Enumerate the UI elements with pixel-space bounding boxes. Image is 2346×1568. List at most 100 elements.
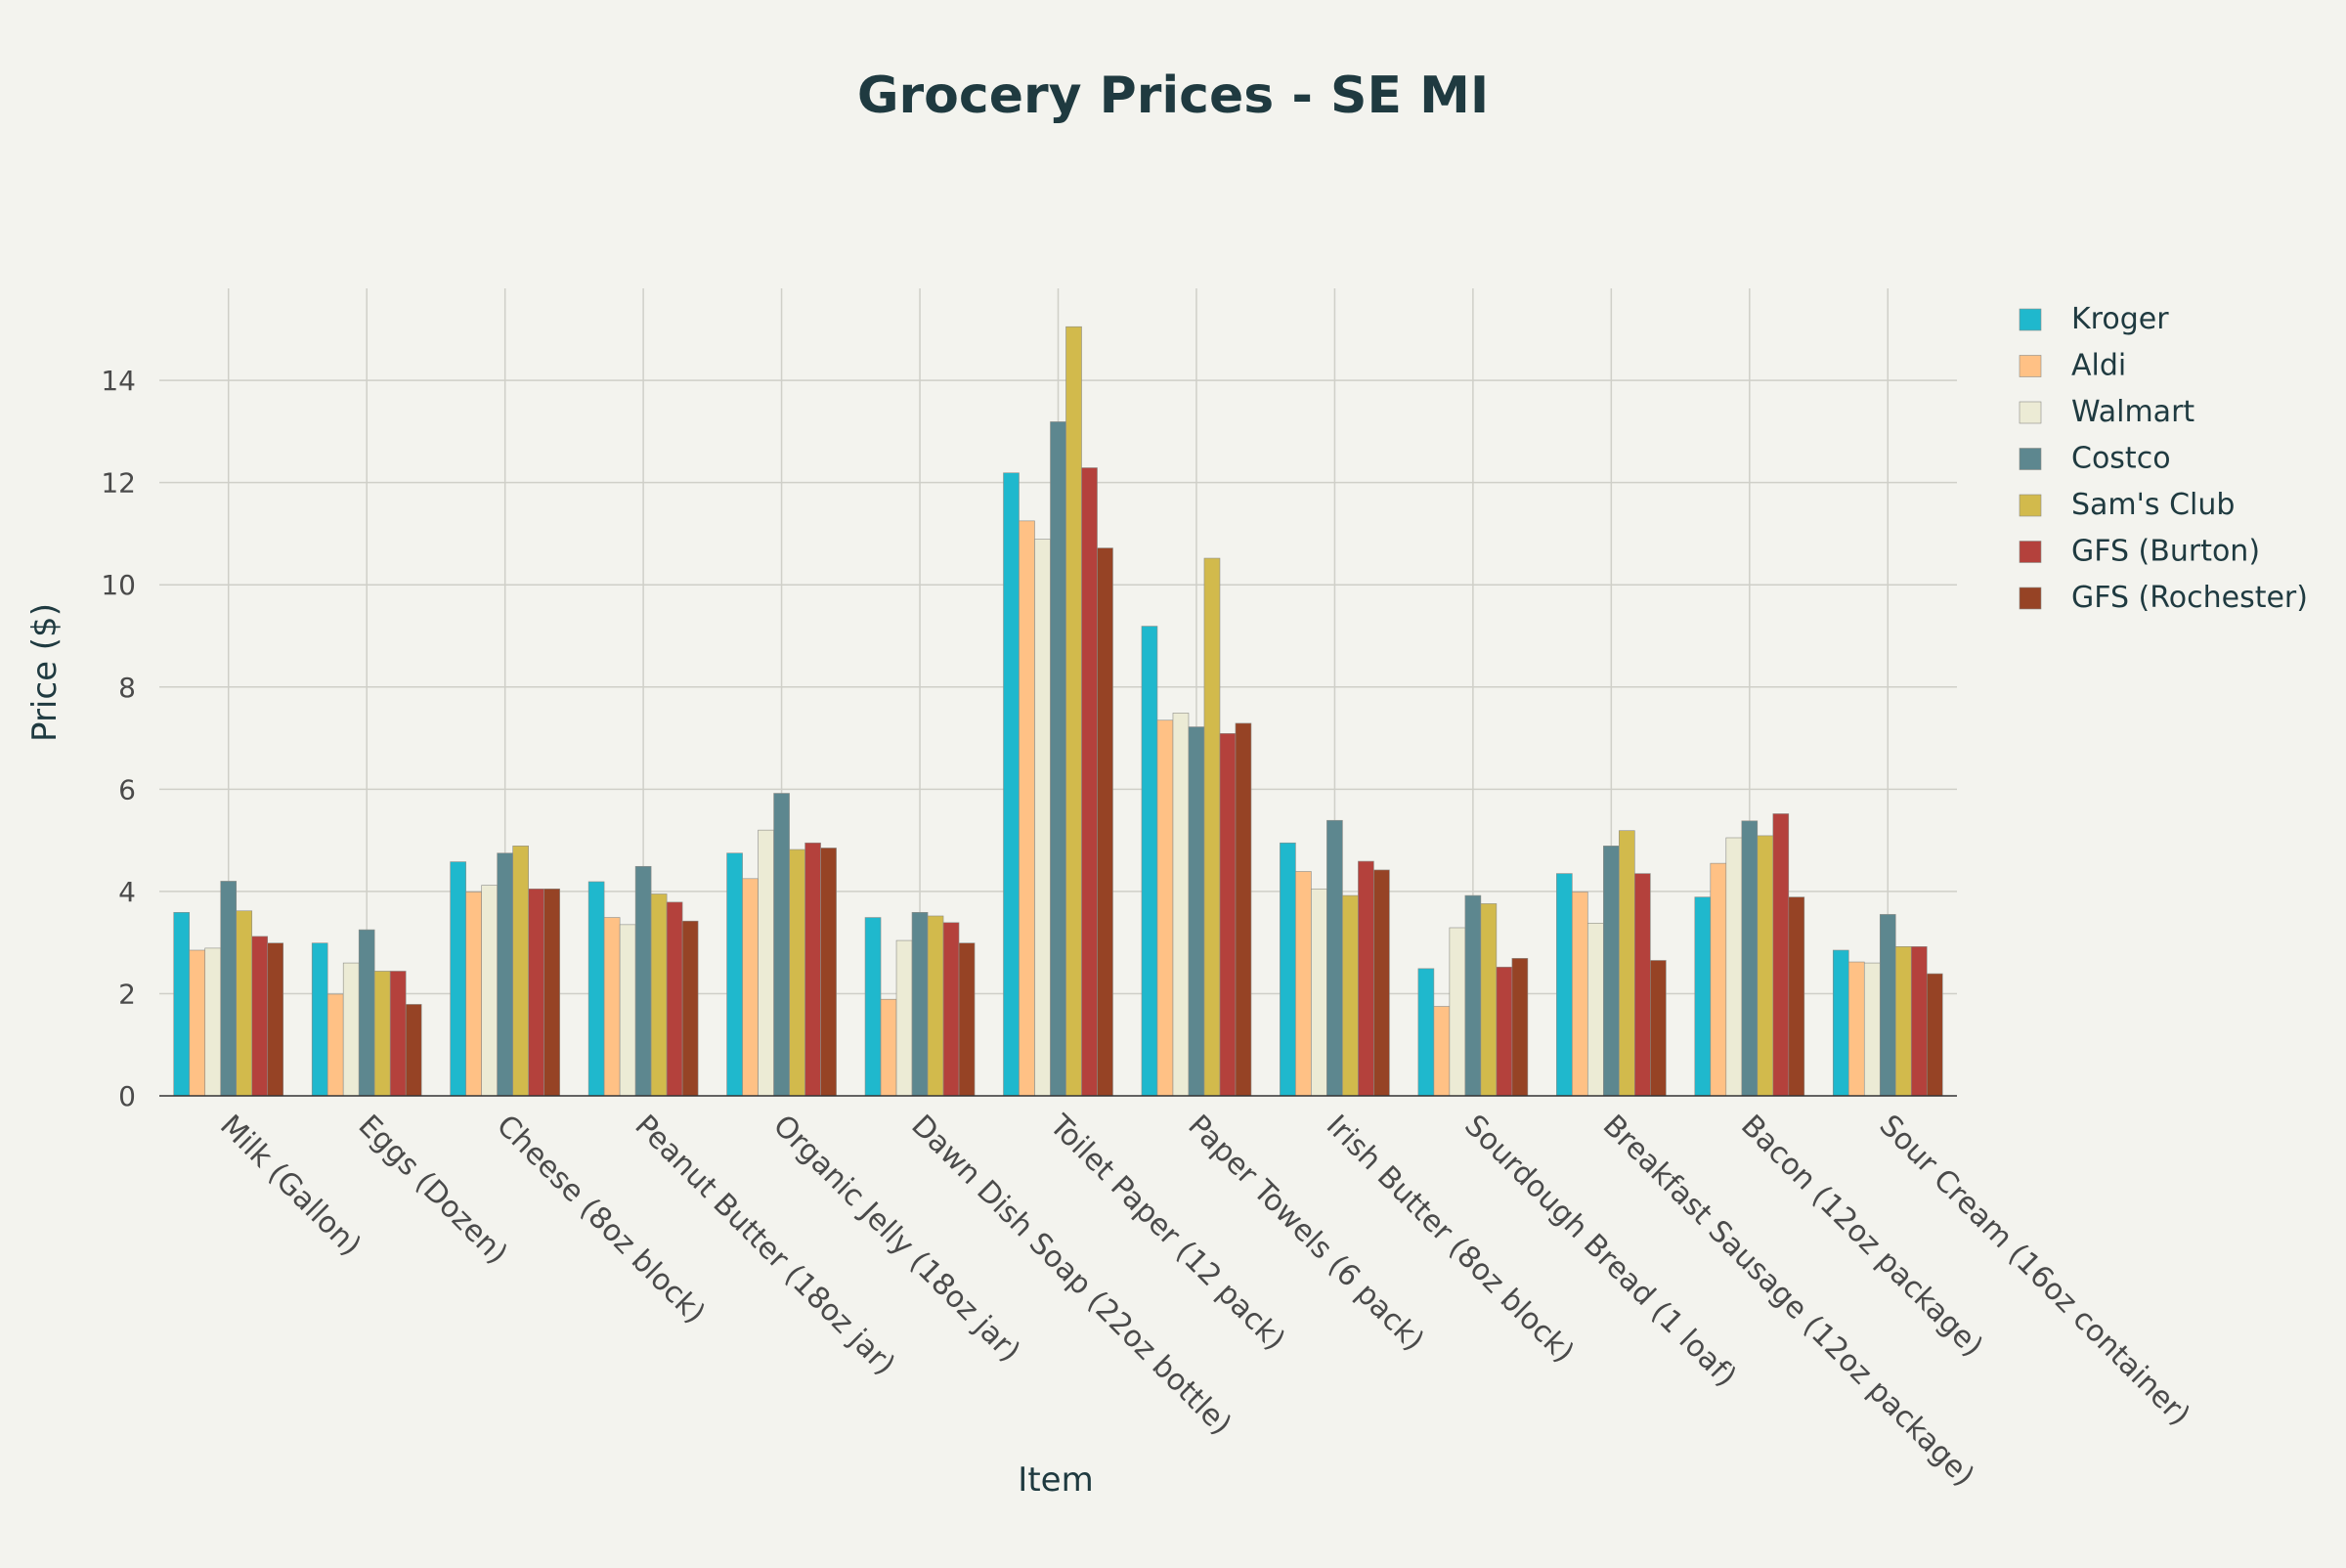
bar[interactable] [1894, 946, 1912, 1097]
bar[interactable] [895, 939, 913, 1097]
bar[interactable] [864, 917, 882, 1097]
bar[interactable] [773, 793, 790, 1097]
bar[interactable] [465, 892, 482, 1097]
bar[interactable] [1863, 962, 1881, 1097]
bar[interactable] [1326, 819, 1343, 1097]
bar[interactable] [1034, 539, 1051, 1097]
bar[interactable] [650, 893, 668, 1097]
bar[interactable] [1156, 719, 1174, 1097]
bar[interactable] [1496, 966, 1513, 1097]
bar[interactable] [1480, 903, 1498, 1097]
bar[interactable] [1417, 968, 1435, 1097]
bar[interactable] [942, 922, 960, 1097]
bar[interactable] [1694, 896, 1712, 1097]
bar[interactable] [311, 942, 328, 1097]
bar[interactable] [1203, 557, 1221, 1097]
legend-swatch[interactable] [2019, 308, 2042, 331]
legend-swatch[interactable] [2019, 494, 2042, 517]
bar[interactable] [481, 885, 498, 1097]
bar[interactable] [1358, 860, 1374, 1097]
legend-label[interactable]: Costco [2071, 442, 2171, 476]
legend-label[interactable]: GFS (Burton) [2071, 535, 2260, 569]
bar[interactable] [958, 942, 976, 1097]
legend-label[interactable]: Kroger [2071, 302, 2169, 336]
bar[interactable] [1710, 862, 1727, 1097]
bar[interactable] [1572, 892, 1588, 1097]
bar[interactable] [1788, 896, 1805, 1097]
bar[interactable] [512, 846, 529, 1097]
bar[interactable] [1050, 421, 1066, 1097]
bar[interactable] [543, 888, 560, 1097]
bar[interactable] [911, 912, 929, 1097]
bar[interactable] [603, 917, 621, 1097]
bar[interactable] [1081, 467, 1098, 1097]
bar[interactable] [251, 936, 269, 1097]
legend-label[interactable]: Aldi [2071, 349, 2126, 383]
bar[interactable] [1910, 946, 1928, 1097]
bar[interactable] [497, 852, 513, 1097]
bar[interactable] [236, 910, 253, 1097]
bar[interactable] [880, 998, 897, 1097]
bar[interactable] [1449, 927, 1466, 1097]
bar[interactable] [1725, 837, 1743, 1097]
legend-swatch[interactable] [2019, 355, 2042, 377]
bar[interactable] [587, 881, 605, 1097]
bar[interactable] [173, 912, 191, 1097]
bar[interactable] [1280, 842, 1296, 1097]
bar[interactable] [1741, 820, 1759, 1097]
bar[interactable] [1433, 1006, 1451, 1097]
legend-swatch[interactable] [2019, 448, 2042, 470]
bar[interactable] [619, 924, 636, 1097]
bar[interactable] [726, 852, 743, 1097]
bar[interactable] [1003, 472, 1020, 1097]
bar[interactable] [789, 849, 805, 1097]
bar[interactable] [804, 842, 821, 1097]
bar[interactable] [1603, 846, 1620, 1097]
bar[interactable] [758, 829, 774, 1097]
bar[interactable] [1556, 873, 1573, 1097]
bar[interactable] [1879, 914, 1896, 1097]
bar[interactable] [1141, 626, 1158, 1097]
bar[interactable] [204, 947, 222, 1097]
bar[interactable] [358, 929, 375, 1097]
bar[interactable] [326, 993, 344, 1097]
bar[interactable] [1172, 713, 1190, 1097]
bar[interactable] [1235, 722, 1252, 1097]
bar[interactable] [1757, 835, 1774, 1097]
bar[interactable] [405, 1004, 422, 1097]
bar[interactable] [634, 865, 652, 1097]
legend-swatch[interactable] [2019, 587, 2042, 610]
bar[interactable] [450, 861, 466, 1097]
bar[interactable] [666, 901, 683, 1097]
bar[interactable] [267, 942, 284, 1097]
bar[interactable] [927, 915, 944, 1097]
bar[interactable] [1219, 733, 1237, 1097]
legend-swatch[interactable] [2019, 541, 2042, 563]
bar[interactable] [1587, 922, 1604, 1097]
bar[interactable] [1832, 949, 1849, 1097]
bar[interactable] [742, 878, 759, 1097]
bar[interactable] [820, 848, 837, 1097]
bar[interactable] [189, 949, 206, 1097]
bar[interactable] [220, 881, 238, 1097]
bar[interactable] [1188, 726, 1205, 1097]
bar[interactable] [1650, 960, 1667, 1097]
bar[interactable] [1847, 961, 1865, 1097]
bar[interactable] [1019, 520, 1035, 1097]
bar[interactable] [1511, 958, 1529, 1097]
bar[interactable] [342, 962, 360, 1097]
bar[interactable] [1926, 973, 1943, 1097]
bar[interactable] [1619, 830, 1635, 1097]
legend-swatch[interactable] [2019, 401, 2042, 424]
bar[interactable] [1097, 547, 1113, 1097]
bar[interactable] [373, 971, 391, 1097]
bar[interactable] [1772, 813, 1790, 1097]
bar[interactable] [528, 888, 544, 1097]
bar[interactable] [1634, 873, 1651, 1097]
bar[interactable] [389, 971, 407, 1097]
bar[interactable] [1373, 869, 1390, 1097]
bar[interactable] [1464, 894, 1482, 1097]
bar[interactable] [1295, 871, 1312, 1097]
bar[interactable] [681, 920, 699, 1097]
legend-label[interactable]: GFS (Rochester) [2071, 581, 2308, 615]
